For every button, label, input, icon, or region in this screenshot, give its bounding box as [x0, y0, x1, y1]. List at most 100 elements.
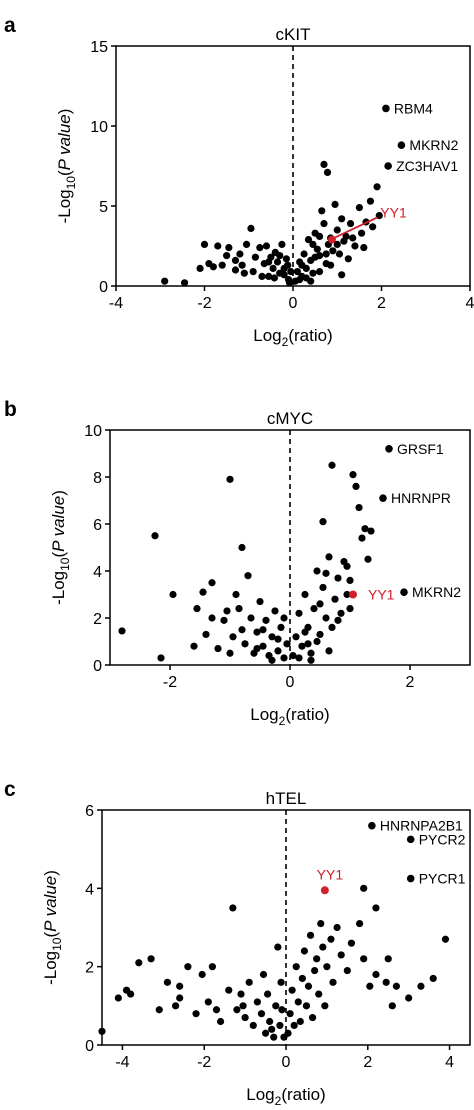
data-point — [327, 935, 335, 943]
data-point — [229, 904, 237, 912]
data-point — [308, 1013, 317, 1022]
data-point — [225, 244, 233, 252]
data-point — [274, 943, 282, 951]
data-point — [309, 240, 317, 248]
data-point — [319, 583, 327, 592]
y-axis-label: -Log10(P value) — [41, 870, 64, 985]
data-point — [127, 990, 135, 998]
data-point — [300, 947, 308, 955]
data-point — [272, 1002, 280, 1010]
data-point — [322, 250, 330, 258]
data-point — [202, 630, 210, 639]
yy1-label: YY1 — [368, 587, 395, 603]
x-tick-label: -4 — [109, 295, 123, 312]
data-point — [214, 242, 222, 250]
y-tick-label: 0 — [85, 1038, 94, 1055]
data-point — [364, 555, 372, 563]
data-point — [277, 978, 285, 986]
data-point — [151, 532, 159, 540]
data-point — [315, 268, 324, 276]
data-point — [318, 207, 326, 215]
data-point — [251, 253, 259, 261]
y-tick-label: 6 — [93, 517, 102, 534]
data-point — [193, 605, 201, 613]
data-point — [223, 252, 231, 260]
data-point — [231, 266, 240, 274]
data-point — [98, 1027, 106, 1035]
data-point — [176, 982, 184, 990]
data-point — [384, 955, 392, 963]
labeled-point — [397, 141, 406, 149]
data-point — [292, 633, 300, 641]
data-point — [262, 242, 271, 250]
data-point — [328, 623, 336, 632]
data-point — [236, 250, 244, 258]
data-point — [319, 943, 327, 951]
data-point — [253, 644, 261, 653]
data-point — [278, 1006, 286, 1014]
data-point — [315, 990, 323, 998]
data-point — [307, 277, 315, 285]
labeled-point — [406, 874, 415, 883]
data-point — [316, 600, 324, 608]
data-point — [184, 963, 192, 971]
data-point — [335, 250, 344, 258]
data-point — [276, 252, 284, 260]
x-tick-label: -2 — [197, 295, 211, 312]
data-point — [322, 614, 330, 622]
data-point — [274, 635, 282, 643]
data-point — [319, 518, 327, 526]
data-point — [349, 471, 357, 479]
yy1-point — [327, 235, 336, 244]
labeled-point — [384, 162, 392, 170]
x-tick-label: 2 — [377, 295, 386, 312]
data-point — [239, 1002, 247, 1010]
data-point — [292, 963, 300, 971]
data-point — [218, 261, 226, 269]
data-point — [392, 982, 400, 990]
data-point — [366, 197, 375, 205]
panel-a: a cKIT -4 -2 0 2 4 0 5 10 15 Log2(ratio) -Log10(P va… — [4, 14, 474, 349]
data-point — [346, 220, 355, 228]
data-point — [338, 215, 346, 223]
data-point — [199, 588, 207, 596]
data-point — [337, 951, 345, 959]
data-point — [161, 277, 169, 285]
data-point — [296, 1017, 304, 1026]
data-point — [231, 256, 240, 264]
data-point — [309, 269, 317, 277]
data-point — [196, 264, 204, 272]
data-point — [357, 229, 366, 237]
data-point — [240, 269, 248, 277]
data-point — [247, 224, 255, 232]
data-point — [157, 654, 165, 662]
data-point — [317, 919, 325, 928]
data-point — [280, 614, 288, 622]
data-point — [259, 626, 267, 634]
data-point — [333, 226, 341, 234]
data-point — [304, 236, 313, 244]
data-point — [351, 242, 359, 250]
data-point — [372, 904, 380, 912]
x-tick-label: 2 — [406, 674, 415, 691]
data-point — [313, 245, 321, 253]
data-point — [249, 1021, 257, 1030]
data-point — [262, 616, 270, 624]
data-point — [382, 978, 390, 986]
data-point — [342, 232, 350, 240]
data-point — [264, 990, 272, 998]
data-point — [278, 240, 286, 248]
data-point — [287, 268, 295, 276]
data-point — [190, 642, 198, 650]
data-point — [360, 244, 368, 252]
data-point — [343, 590, 351, 599]
point-label: MKRN2 — [409, 137, 458, 153]
data-point — [135, 959, 143, 967]
data-point — [274, 647, 282, 655]
yy1-label: YY1 — [317, 867, 344, 883]
labeled-point — [385, 445, 393, 453]
x-axis-label: Log2(ratio) — [246, 1085, 325, 1108]
data-point — [367, 527, 375, 535]
yy1-point — [349, 590, 357, 599]
data-point — [232, 590, 240, 599]
